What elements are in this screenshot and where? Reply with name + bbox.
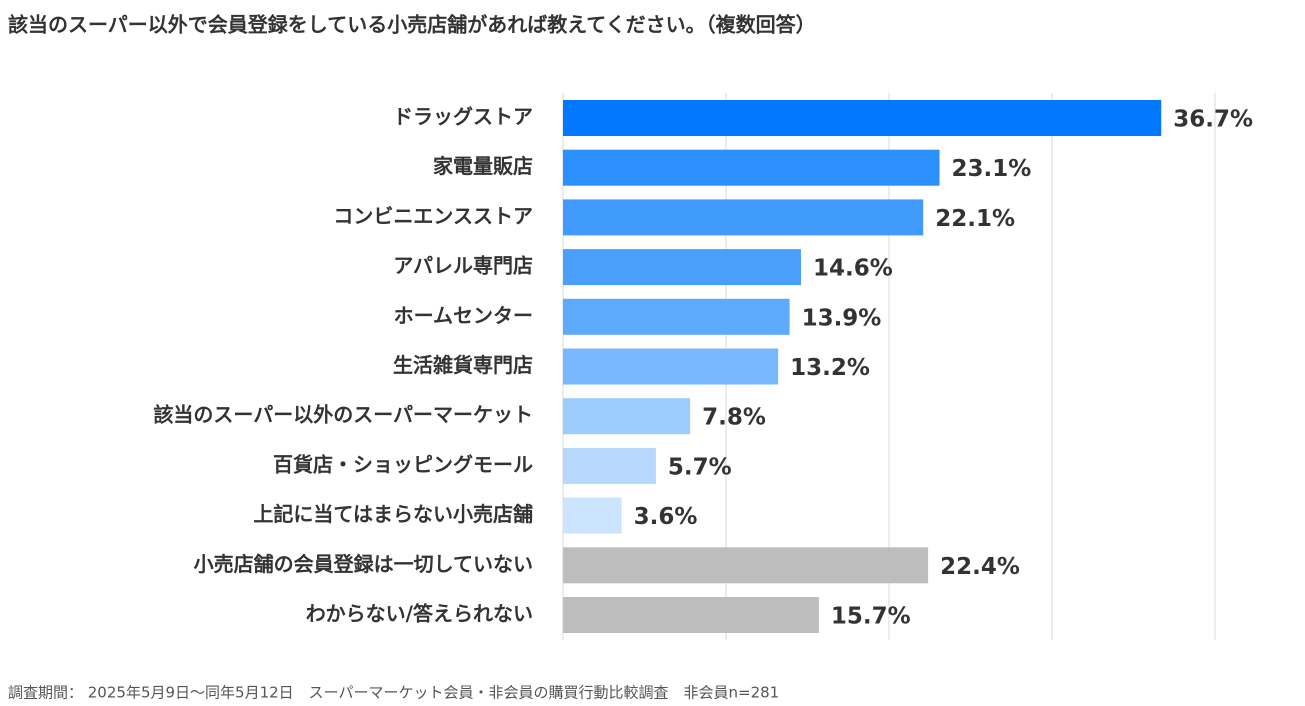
chart-title: 該当のスーパー以外で会員登録をしている小売店舗があれば教えてください。（複数回答… <box>8 13 816 37</box>
category-label: ドラッグストア <box>393 105 533 129</box>
category-label: わからない/答えられない <box>306 602 533 626</box>
value-label: 23.1% <box>952 156 1032 182</box>
bar <box>563 398 691 435</box>
bar <box>563 298 790 335</box>
bar <box>563 199 924 236</box>
category-label: 該当のスーパー以外のスーパーマーケット <box>153 403 533 427</box>
category-label: アパレル専門店 <box>393 254 533 278</box>
value-label: 14.6% <box>813 256 893 282</box>
bar <box>563 100 1162 136</box>
category-label: 百貨店・ショッピングモール <box>273 452 533 476</box>
bar <box>563 249 801 286</box>
bar <box>563 348 779 385</box>
value-label: 3.6% <box>634 504 698 530</box>
bar <box>563 149 940 186</box>
bar <box>563 447 656 484</box>
bar <box>563 597 819 633</box>
bar <box>563 547 929 584</box>
value-label: 22.1% <box>935 206 1015 232</box>
value-label: 5.7% <box>668 454 732 480</box>
category-label: 小売店舗の会員登録は一切していない <box>194 552 533 576</box>
footnote: 調査期間： 2025年5月9日〜同年5月12日 スーパーマーケット会員・非会員の… <box>8 684 779 702</box>
value-label: 15.7% <box>831 604 911 630</box>
value-label: 13.2% <box>790 355 870 381</box>
category-label: 生活雑貨専門店 <box>393 353 533 377</box>
value-label: 7.8% <box>702 405 766 431</box>
category-label: コンビニエンスストア <box>333 204 533 228</box>
category-label: 上記に当てはまらない小売店舗 <box>253 502 533 526</box>
value-label: 36.7% <box>1173 107 1253 133</box>
bar <box>563 497 622 534</box>
category-label: ホームセンター <box>394 303 533 327</box>
value-label: 22.4% <box>940 554 1020 580</box>
value-label: 13.9% <box>802 305 882 331</box>
category-label: 家電量販店 <box>433 154 533 178</box>
